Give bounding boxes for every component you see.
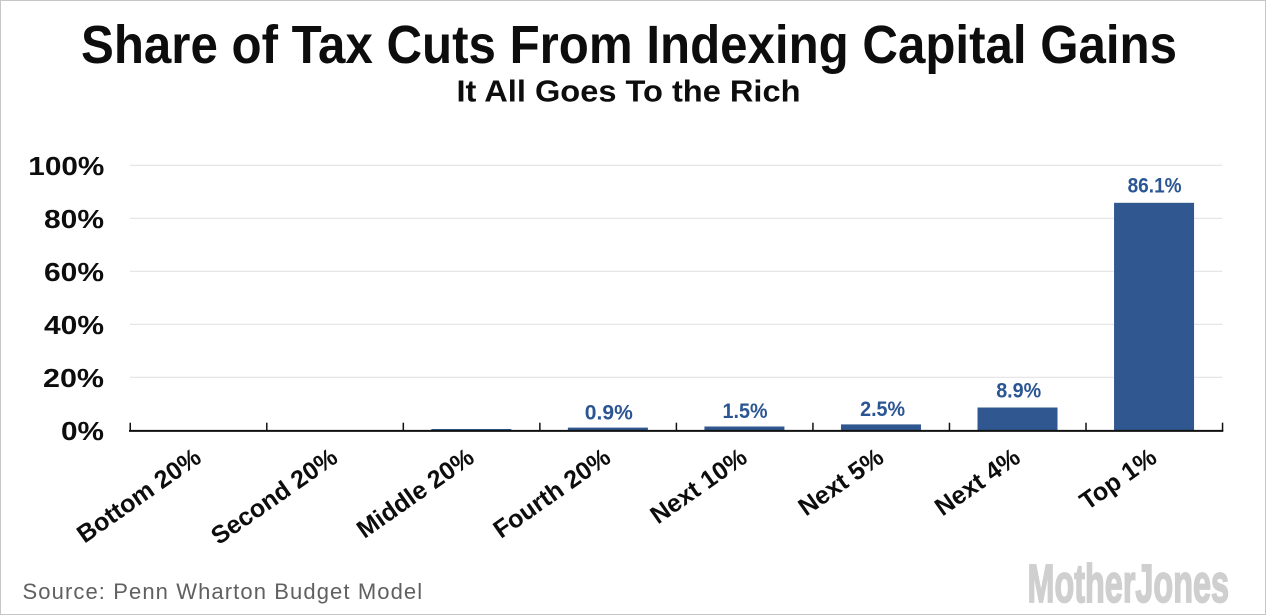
svg-text:100%: 100% xyxy=(28,151,104,181)
svg-text:80%: 80% xyxy=(44,204,104,234)
svg-text:20%: 20% xyxy=(43,363,104,393)
svg-text:1.5%: 1.5% xyxy=(723,400,768,423)
svg-text:Share of Tax Cuts From Indexin: Share of Tax Cuts From Indexing Capital … xyxy=(81,15,1177,75)
svg-text:0%: 0% xyxy=(61,416,104,446)
svg-text:MotherJones: MotherJones xyxy=(1028,554,1230,614)
svg-text:2.5%: 2.5% xyxy=(860,398,905,421)
svg-text:It All Goes To the Rich: It All Goes To the Rich xyxy=(457,74,801,109)
svg-text:0.9%: 0.9% xyxy=(585,402,633,425)
svg-text:8.9%: 8.9% xyxy=(996,379,1041,402)
svg-text:86.1%: 86.1% xyxy=(1128,174,1182,197)
svg-text:Source: Penn Wharton Budget Mo: Source: Penn Wharton Budget Model xyxy=(23,579,424,604)
svg-text:40%: 40% xyxy=(44,310,104,340)
svg-text:60%: 60% xyxy=(44,257,104,287)
